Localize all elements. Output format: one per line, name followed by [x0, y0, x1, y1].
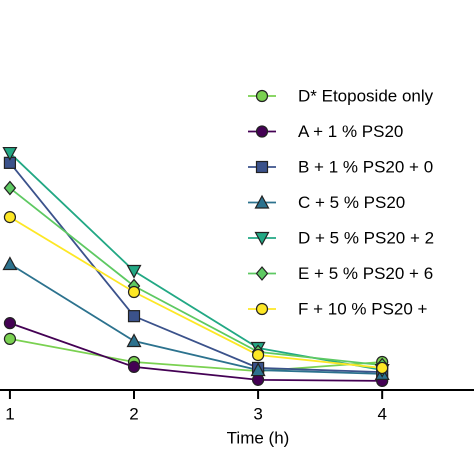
series-line [9, 263, 383, 375]
legend-marker [255, 266, 269, 281]
marker [3, 211, 17, 224]
marker [3, 332, 17, 345]
legend-label: E + 5 % PS20 + 6 [298, 264, 433, 283]
legend-marker [255, 160, 269, 174]
x-axis-label: Time (h) [227, 428, 290, 447]
marker [3, 180, 17, 196]
legend-label: B + 1 % PS20 + 0 [298, 157, 433, 176]
legend-label: D* Etoposide only [298, 86, 434, 105]
marker [127, 285, 141, 299]
legend-marker [255, 302, 269, 316]
marker [376, 361, 389, 375]
x-tick-label: 3 [253, 404, 262, 423]
marker [127, 310, 141, 323]
series-line [9, 322, 383, 382]
legend-marker [254, 194, 270, 209]
legend-marker [255, 125, 269, 138]
x-tick-label: 4 [377, 404, 386, 423]
x-tick-label: 1 [5, 404, 14, 423]
marker [250, 362, 266, 377]
series-line [9, 162, 383, 374]
marker [127, 360, 141, 373]
marker [126, 333, 142, 348]
marker [2, 146, 18, 161]
series-line [9, 216, 383, 369]
legend-label: C + 5 % PS20 [298, 193, 405, 212]
series-line [9, 152, 383, 371]
marker [126, 264, 142, 279]
series-line [9, 187, 383, 367]
x-tick-label: 2 [129, 404, 138, 423]
legend-marker [255, 89, 269, 103]
legend-label: A + 1 % PS20 [298, 122, 403, 141]
marker [251, 348, 265, 362]
series-line [9, 338, 383, 373]
marker [3, 317, 17, 330]
legend-marker [254, 231, 270, 246]
legend-label: F + 10 % PS20 + [298, 299, 428, 318]
marker [2, 256, 18, 271]
legend-label: D + 5 % PS20 + 2 [298, 228, 434, 247]
